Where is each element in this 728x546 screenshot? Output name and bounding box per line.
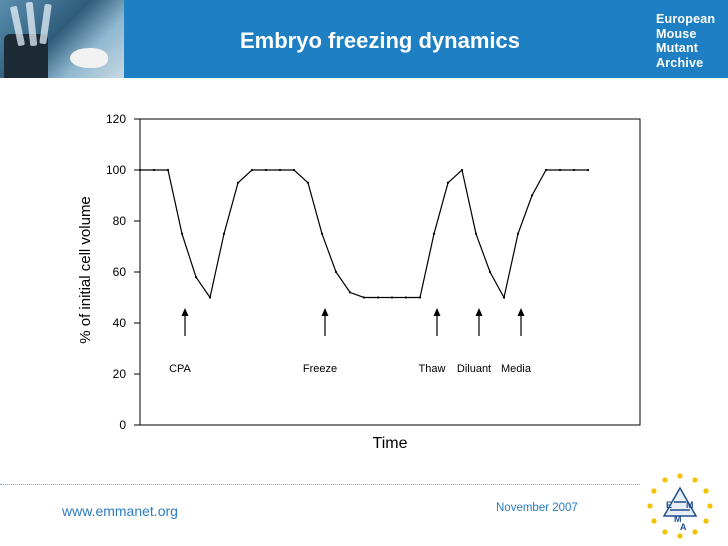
- data-point: [446, 181, 450, 184]
- header-photo: [0, 0, 124, 78]
- footer-rule: [0, 484, 640, 485]
- annotation-label: Thaw: [419, 363, 446, 375]
- data-point: [376, 296, 380, 299]
- data-point: [278, 168, 282, 172]
- data-point: [180, 232, 184, 235]
- x-axis-label: Time: [373, 435, 408, 452]
- annotation-label: Media: [501, 363, 532, 375]
- data-point: [558, 168, 562, 172]
- annotation-arrowhead: [181, 308, 189, 316]
- y-axis: 0 20 40 60 80 100 120: [106, 112, 140, 432]
- line-chart: 0 20 40 60 80 100 120 CPA Freeze Thaw Diluant Medi…: [77, 112, 641, 452]
- logo-text: European Mouse Mutant Archive: [656, 12, 715, 70]
- series-points: [138, 168, 590, 299]
- data-point: [488, 270, 492, 274]
- data-point: [236, 181, 240, 184]
- data-point: [194, 276, 198, 279]
- data-point: [222, 232, 226, 235]
- annotation-arrowhead: [321, 308, 329, 316]
- data-point: [292, 168, 296, 172]
- svg-text:E: E: [666, 500, 672, 510]
- annotation-label: Freeze: [303, 363, 337, 375]
- data-point: [572, 168, 576, 172]
- y-tick-label: 60: [113, 265, 127, 279]
- data-point: [418, 296, 422, 299]
- data-point: [460, 168, 464, 172]
- y-tick-label: 20: [113, 367, 127, 381]
- data-point: [334, 270, 338, 274]
- data-point: [250, 168, 254, 172]
- y-tick-label: 40: [113, 316, 127, 330]
- data-point: [166, 168, 170, 172]
- data-point: [516, 232, 520, 235]
- data-point: [152, 168, 156, 172]
- footer-url[interactable]: www.emmanet.org: [62, 503, 178, 519]
- data-point: [264, 168, 268, 172]
- y-axis-label: % of initial cell volume: [77, 196, 94, 344]
- annotation-arrowhead: [517, 308, 525, 316]
- y-tick-label: 0: [119, 418, 126, 432]
- annotation-label: CPA: [169, 363, 191, 375]
- data-point: [474, 232, 478, 235]
- svg-text:M: M: [686, 500, 694, 510]
- annotation-arrowhead: [475, 308, 483, 316]
- data-point: [306, 181, 310, 184]
- data-point: [586, 168, 590, 172]
- logo-line: Archive: [656, 55, 704, 70]
- data-point: [208, 296, 212, 299]
- annotation-label: Diluant: [457, 363, 491, 375]
- svg-text:M: M: [674, 514, 682, 524]
- y-tick-label: 100: [106, 163, 126, 177]
- slide-title: Embryo freezing dynamics: [240, 28, 520, 53]
- data-point: [138, 168, 142, 172]
- annotations: CPA Freeze Thaw Diluant Media: [169, 308, 532, 375]
- y-tick-label: 120: [106, 112, 126, 126]
- data-point: [320, 232, 324, 235]
- data-point: [362, 296, 366, 299]
- data-point: [544, 168, 548, 172]
- mouse-shape: [70, 48, 108, 68]
- data-point: [390, 296, 394, 299]
- logo-line: Mouse: [656, 26, 697, 41]
- svg-text:A: A: [680, 522, 687, 532]
- data-point: [530, 194, 534, 197]
- series-line: [140, 168, 588, 300]
- data-point: [502, 296, 506, 299]
- eu-stars: [647, 473, 713, 539]
- data-point: [348, 291, 352, 294]
- emma-logo-icon: E M M A: [647, 473, 713, 539]
- data-point: [404, 296, 408, 299]
- logo-line: Mutant: [656, 41, 699, 55]
- logo-line: European: [656, 12, 716, 26]
- annotation-arrowhead: [433, 308, 441, 316]
- data-point: [432, 232, 436, 235]
- y-tick-label: 80: [113, 214, 127, 228]
- footer-date: November 2007: [496, 502, 578, 514]
